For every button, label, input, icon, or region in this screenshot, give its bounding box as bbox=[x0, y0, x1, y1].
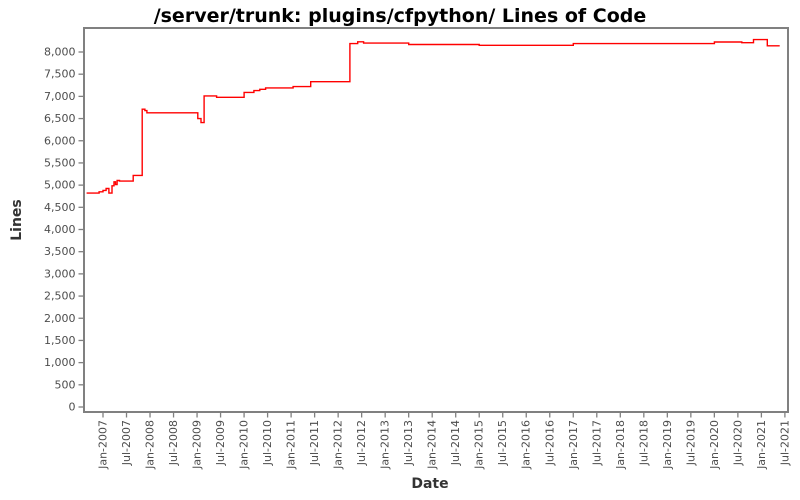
chart-title: /server/trunk: plugins/cfpython/ Lines o… bbox=[154, 5, 647, 27]
x-axis-title: Date bbox=[411, 476, 448, 492]
x-tick-label: Jul-2012 bbox=[355, 420, 368, 466]
y-tick-label: 7,500 bbox=[44, 68, 76, 81]
y-tick-label: 2,000 bbox=[44, 312, 76, 325]
y-tick-label: 1,500 bbox=[44, 334, 76, 347]
x-tick-label: Jul-2008 bbox=[167, 420, 180, 466]
y-tick-label: 3,000 bbox=[44, 267, 76, 280]
y-axis: 0 500 1,000 1,500 2,000 2,500 3,000 3,500 4,000 4… bbox=[44, 46, 83, 414]
y-tick-label: 2,500 bbox=[44, 290, 76, 303]
x-tick-label: Jul-2019 bbox=[684, 420, 697, 466]
x-tick-label: Jan-2017 bbox=[567, 420, 580, 470]
x-tick-label: Jul-2013 bbox=[402, 420, 415, 466]
x-tick-label: Jan-2016 bbox=[520, 420, 533, 470]
y-tick-label: 4,500 bbox=[44, 201, 76, 214]
x-tick-label: Jul-2020 bbox=[731, 420, 744, 466]
x-tick-label: Jan-2012 bbox=[332, 420, 345, 470]
y-tick-label: 5,500 bbox=[44, 156, 76, 169]
y-tick-label: 7,000 bbox=[44, 90, 76, 103]
x-tick-label: Jan-2015 bbox=[473, 420, 486, 470]
x-tick-label: Jan-2014 bbox=[426, 420, 439, 470]
x-tick-label: Jul-2007 bbox=[120, 420, 133, 466]
x-tick-label: Jan-2011 bbox=[285, 420, 298, 470]
x-tick-label: Jan-2009 bbox=[191, 420, 204, 470]
x-tick-label: Jan-2018 bbox=[614, 420, 627, 470]
x-tick-label: Jul-2021 bbox=[778, 420, 791, 466]
x-tick-label: Jul-2010 bbox=[261, 420, 274, 466]
y-tick-label: 6,500 bbox=[44, 112, 76, 125]
x-tick-label: Jan-2007 bbox=[97, 420, 110, 470]
y-tick-label: 3,500 bbox=[44, 245, 76, 258]
x-tick-label: Jan-2020 bbox=[708, 420, 721, 470]
x-tick-label: Jul-2018 bbox=[637, 420, 650, 466]
lines-of-code-series bbox=[86, 38, 780, 194]
x-tick-label: Jan-2010 bbox=[238, 420, 251, 470]
y-tick-label: 6,000 bbox=[44, 134, 76, 147]
x-tick-label: Jul-2009 bbox=[214, 420, 227, 466]
y-tick-label: 0 bbox=[69, 401, 76, 414]
x-tick-label: Jul-2017 bbox=[590, 420, 603, 466]
plot-area-border bbox=[83, 27, 789, 413]
y-tick-label: 1,000 bbox=[44, 356, 76, 369]
y-tick-label: 4,000 bbox=[44, 223, 76, 236]
y-axis-title: Lines bbox=[9, 199, 25, 241]
x-tick-label: Jan-2008 bbox=[144, 420, 157, 470]
x-axis: Jan-2007 Jul-2007 Jan-2008 Jul-2008 Jan-2009… bbox=[97, 413, 791, 470]
x-tick-label: Jan-2013 bbox=[379, 420, 392, 470]
y-tick-label: 500 bbox=[55, 378, 76, 391]
x-tick-label: Jan-2021 bbox=[755, 420, 768, 470]
y-tick-label: 8,000 bbox=[44, 46, 76, 59]
y-tick-label: 5,000 bbox=[44, 179, 76, 192]
x-tick-label: Jul-2014 bbox=[449, 420, 462, 466]
x-tick-label: Jul-2016 bbox=[543, 420, 556, 466]
x-tick-label: Jul-2015 bbox=[496, 420, 509, 466]
x-tick-label: Jul-2011 bbox=[308, 420, 321, 466]
x-tick-label: Jan-2019 bbox=[661, 420, 674, 470]
